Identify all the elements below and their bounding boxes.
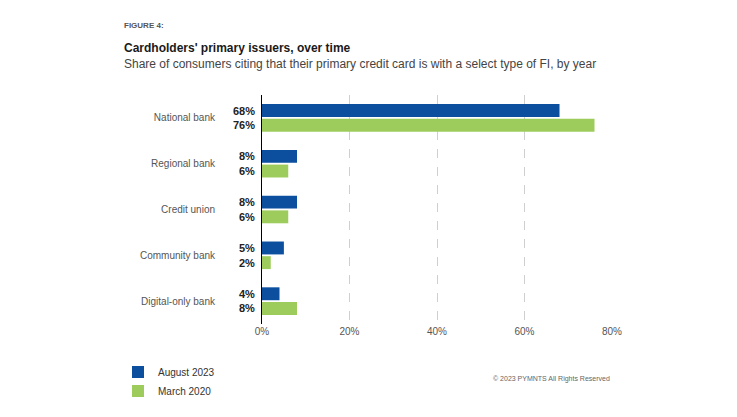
svg-text:60%: 60% (514, 326, 534, 337)
svg-text:2%: 2% (239, 257, 255, 269)
svg-text:0%: 0% (255, 326, 270, 337)
svg-text:Cardholders' primary issuers,: Cardholders' primary issuers, over time (124, 41, 351, 55)
svg-text:80%: 80% (602, 326, 622, 337)
svg-text:8%: 8% (239, 150, 255, 162)
svg-text:68%: 68% (233, 105, 255, 117)
svg-text:National bank: National bank (154, 112, 216, 123)
svg-text:Share of consumers citing that: Share of consumers citing that their pri… (124, 57, 596, 71)
svg-text:4%: 4% (239, 288, 255, 300)
svg-text:8%: 8% (239, 196, 255, 208)
svg-text:FIGURE 4:: FIGURE 4: (124, 21, 164, 30)
svg-text:40%: 40% (427, 326, 447, 337)
svg-text:8%: 8% (239, 302, 255, 314)
svg-text:August 2023: August 2023 (158, 367, 215, 378)
svg-text:Community bank: Community bank (140, 250, 216, 261)
svg-text:6%: 6% (239, 211, 255, 223)
svg-text:Digital-only bank: Digital-only bank (141, 296, 216, 307)
svg-text:Credit union: Credit union (161, 204, 215, 215)
svg-text:© 2023 PYMNTS All Rights Reser: © 2023 PYMNTS All Rights Reserved (493, 375, 610, 383)
svg-text:76%: 76% (233, 119, 255, 131)
svg-text:6%: 6% (239, 165, 255, 177)
svg-text:March 2020: March 2020 (158, 386, 211, 397)
svg-text:20%: 20% (339, 326, 359, 337)
svg-text:Regional bank: Regional bank (151, 158, 216, 169)
svg-text:5%: 5% (239, 242, 255, 254)
